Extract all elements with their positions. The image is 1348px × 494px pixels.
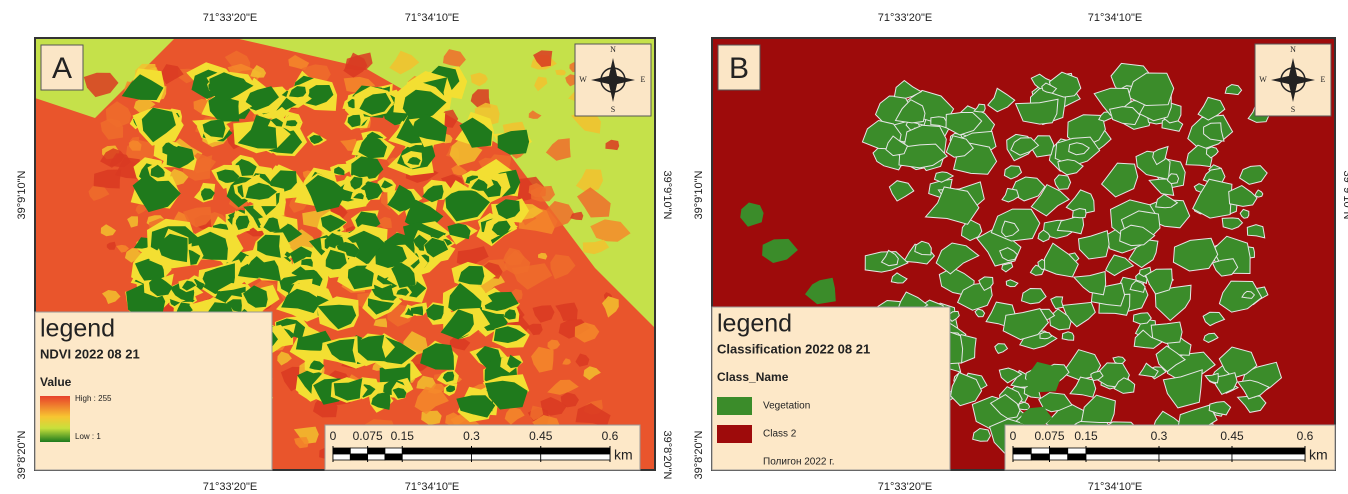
legend-title: NDVI 2022 08 21 — [40, 346, 140, 361]
scale-segment — [1050, 448, 1068, 454]
scale-segment — [402, 454, 471, 460]
legend-gradient — [40, 396, 70, 442]
scale-segment — [333, 448, 350, 454]
scale-segment — [1086, 448, 1159, 454]
scale-tick-label: 0.6 — [1297, 429, 1314, 443]
bottom-coordinate: 71°33'20"E — [203, 481, 257, 493]
right-coordinate: 39°9'10"N — [661, 171, 673, 220]
scale-tick-label: 0.3 — [1151, 429, 1168, 443]
scale-segment — [1068, 448, 1086, 454]
legend-item: Vegetation — [763, 401, 810, 412]
scale-tick-label: 0.15 — [391, 429, 415, 443]
scale-segment — [350, 448, 367, 454]
scale-segment — [1159, 454, 1232, 460]
scale-tick-label: 0.6 — [602, 429, 619, 443]
legend-swatch — [717, 397, 752, 415]
scale-segment — [350, 454, 367, 460]
scale-segment — [333, 454, 350, 460]
terrain-patch — [555, 70, 566, 76]
vegetation-patch — [1247, 225, 1264, 238]
scale-segment — [402, 448, 471, 454]
compass-label: N — [610, 45, 616, 54]
scale-segment — [1159, 448, 1232, 454]
left-coordinate: 39°8'20"N — [16, 430, 28, 479]
scale-segment — [368, 454, 385, 460]
scale-tick-label: 0.45 — [1220, 429, 1244, 443]
legend-swatch — [717, 425, 752, 443]
panel-letter: B — [729, 52, 749, 85]
bottom-coordinate: 71°34'10"E — [1088, 481, 1142, 493]
top-coordinate: 71°34'10"E — [1088, 12, 1142, 24]
scale-tick-label: 0.075 — [1034, 429, 1064, 443]
scale-segment — [541, 448, 610, 454]
scale-segment — [1013, 454, 1031, 460]
scale-segment — [1086, 454, 1159, 460]
compass-label: S — [611, 105, 615, 114]
scale-segment — [368, 448, 385, 454]
left-coordinate: 39°9'10"N — [693, 170, 705, 219]
scale-segment — [1232, 448, 1305, 454]
scale-segment — [541, 454, 610, 460]
legend-field: Class_Name — [717, 370, 789, 384]
compass-label: W — [1259, 75, 1267, 84]
left-coordinate: 39°9'10"N — [16, 170, 28, 219]
scale-segment — [1031, 448, 1049, 454]
scale-tick-label: 0.45 — [529, 429, 553, 443]
compass-label: E — [1321, 75, 1326, 84]
top-coordinate: 71°33'20"E — [203, 12, 257, 24]
scale-tick-label: 0.3 — [463, 429, 480, 443]
legend-item: Полигон 2022 г. — [763, 457, 834, 468]
bottom-coordinate: 71°34'10"E — [405, 481, 459, 493]
right-coordinate: 39°8'20"N — [661, 431, 673, 480]
scale-segment — [385, 448, 402, 454]
vegetation-patch — [1073, 209, 1087, 218]
legend-title: Classification 2022 08 21 — [717, 341, 870, 356]
vegetation-patch — [1019, 402, 1030, 410]
vegetation-patch — [1062, 332, 1074, 340]
top-coordinate: 71°34'10"E — [405, 12, 459, 24]
panel-letter: A — [52, 52, 72, 85]
scale-segment — [385, 454, 402, 460]
legend-heading: legend — [40, 315, 115, 343]
scale-unit: km — [614, 447, 633, 463]
legend-item: High : 255 — [75, 394, 112, 403]
scale-segment — [1232, 454, 1305, 460]
scale-tick-label: 0 — [1010, 429, 1017, 443]
scale-segment — [1050, 454, 1068, 460]
legend-item: Low : 1 — [75, 432, 101, 441]
compass-label: W — [579, 75, 587, 84]
scale-segment — [472, 448, 541, 454]
legend-heading: legend — [717, 310, 792, 338]
scale-segment — [1031, 454, 1049, 460]
compass-label: S — [1291, 105, 1295, 114]
bottom-coordinate: 71°33'20"E — [878, 481, 932, 493]
left-coordinate: 39°8'20"N — [693, 430, 705, 479]
scale-segment — [1013, 448, 1031, 454]
scale-unit: km — [1309, 447, 1328, 463]
scale-tick-label: 0 — [330, 429, 337, 443]
top-coordinate: 71°33'20"E — [878, 12, 932, 24]
compass-label: E — [641, 75, 646, 84]
scale-segment — [1068, 454, 1086, 460]
scale-tick-label: 0.15 — [1074, 429, 1098, 443]
legend-field: Value — [40, 375, 72, 389]
compass-label: N — [1290, 45, 1296, 54]
right-coordinate: 39°9'10"N — [1341, 171, 1348, 220]
legend-item: Class 2 — [763, 429, 797, 440]
scale-tick-label: 0.075 — [353, 429, 383, 443]
scale-segment — [472, 454, 541, 460]
vegetation-patch — [286, 120, 298, 126]
map-figure: A N S W E 71°33'20"E 71°34'10"E 71°33'20"E 71°34… — [0, 0, 1348, 494]
